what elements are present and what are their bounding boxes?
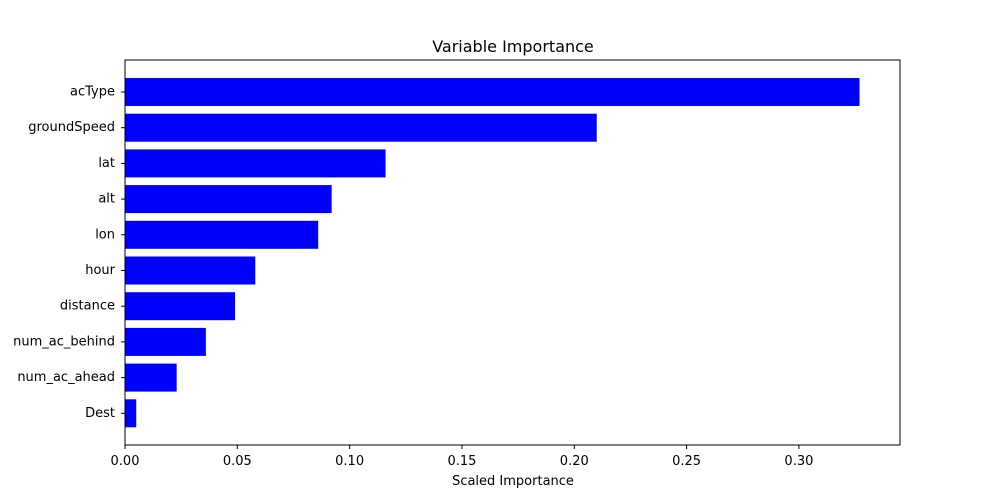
x-axis-title: Scaled Importance [452,474,574,489]
category-label-Dest: Dest [85,406,115,421]
plot-frame [124,59,901,446]
y-axis: acType groundSpeed lat alt lon hour distance nu… [13,85,125,421]
x-tick-label-3: 0.15 [447,454,476,469]
bar-num_ac_ahead [125,363,177,392]
bar-lon [125,220,319,249]
bar-distance [125,292,236,321]
category-label-num_ac_ahead: num_ac_ahead [17,370,115,385]
x-axis: 0.00 0.05 0.10 0.15 0.20 0.25 0.30 [111,445,813,469]
bar-hour [125,256,256,285]
category-label-distance: distance [60,299,115,314]
x-tick-label-5: 0.25 [672,454,701,469]
bar-groundSpeed [125,113,597,142]
bar-lat [125,149,386,178]
chart-title: Variable Importance [432,37,594,56]
category-label-hour: hour [85,263,115,278]
x-tick-label-6: 0.30 [784,454,813,469]
bar-alt [125,185,332,214]
category-label-alt: alt [98,192,115,207]
x-tick-label-1: 0.05 [223,454,252,469]
category-label-num_ac_behind: num_ac_behind [13,334,115,349]
bar-acType [125,78,860,106]
x-tick-label-4: 0.20 [560,454,589,469]
category-label-lat: lat [98,156,115,171]
bars-group [125,78,860,428]
x-tick-label-0: 0.00 [111,454,140,469]
bar-Dest [125,399,137,428]
category-label-acType: acType [70,85,115,100]
category-label-groundSpeed: groundSpeed [28,120,115,135]
category-label-lon: lon [95,227,115,242]
x-tick-label-2: 0.10 [335,454,364,469]
bar-num_ac_behind [125,327,206,356]
